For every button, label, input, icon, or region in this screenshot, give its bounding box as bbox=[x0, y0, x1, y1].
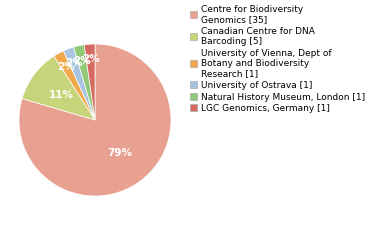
Text: 11%: 11% bbox=[49, 90, 74, 100]
Wedge shape bbox=[19, 44, 171, 196]
Wedge shape bbox=[84, 44, 95, 120]
Text: 2%: 2% bbox=[65, 58, 82, 68]
Text: 2%: 2% bbox=[57, 62, 75, 72]
Text: 2%: 2% bbox=[73, 56, 91, 66]
Wedge shape bbox=[22, 56, 95, 120]
Wedge shape bbox=[74, 45, 95, 120]
Wedge shape bbox=[63, 47, 95, 120]
Wedge shape bbox=[54, 51, 95, 120]
Text: 2%: 2% bbox=[82, 54, 100, 64]
Text: 79%: 79% bbox=[108, 149, 133, 158]
Legend: Centre for Biodiversity
Genomics [35], Canadian Centre for DNA
Barcoding [5], Un: Centre for Biodiversity Genomics [35], C… bbox=[190, 5, 365, 113]
